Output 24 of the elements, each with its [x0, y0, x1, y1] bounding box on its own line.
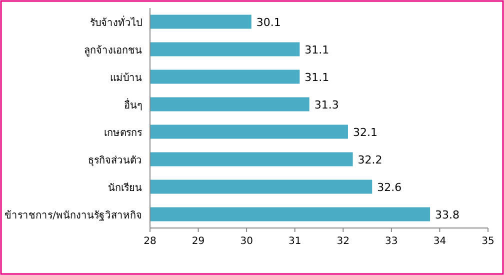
data-label: 33.8: [435, 208, 460, 222]
x-tick-label: 35: [482, 236, 494, 247]
data-label: 32.2: [358, 153, 382, 166]
y-tick-label: ธุรกิจส่วนตัว: [88, 155, 142, 166]
y-tick-label: รับจ้างทั่วไป: [90, 14, 142, 29]
x-tick-label: 30: [240, 236, 253, 247]
x-tick-label: 34: [433, 236, 446, 247]
y-tick-label: ลูกจ้างเอกชน: [84, 44, 142, 56]
data-label: 31.1: [304, 43, 330, 56]
x-tick-label: 29: [192, 236, 205, 247]
y-tick-label: นักเรียน: [108, 182, 142, 194]
x-tick-label: 28: [144, 236, 156, 247]
data-label: 30.1: [256, 16, 281, 29]
x-tick-label: 32: [336, 236, 350, 247]
y-tick-label: อื่นๆ: [124, 97, 142, 112]
x-tick-label: 33: [385, 236, 398, 247]
data-label: 32.1: [352, 126, 378, 139]
y-tick-label: เกษตรกร: [104, 128, 143, 139]
data-label: 32.6: [377, 180, 402, 194]
y-tick-label: ข้าราชการ/พนักงานรัฐวิสาหกิจ: [4, 209, 142, 222]
data-label: 31.1: [304, 70, 330, 84]
x-tick-label: 31: [288, 236, 302, 247]
data-label: 31.3: [314, 98, 339, 112]
y-tick-label: แม่บ้าน: [110, 72, 142, 84]
